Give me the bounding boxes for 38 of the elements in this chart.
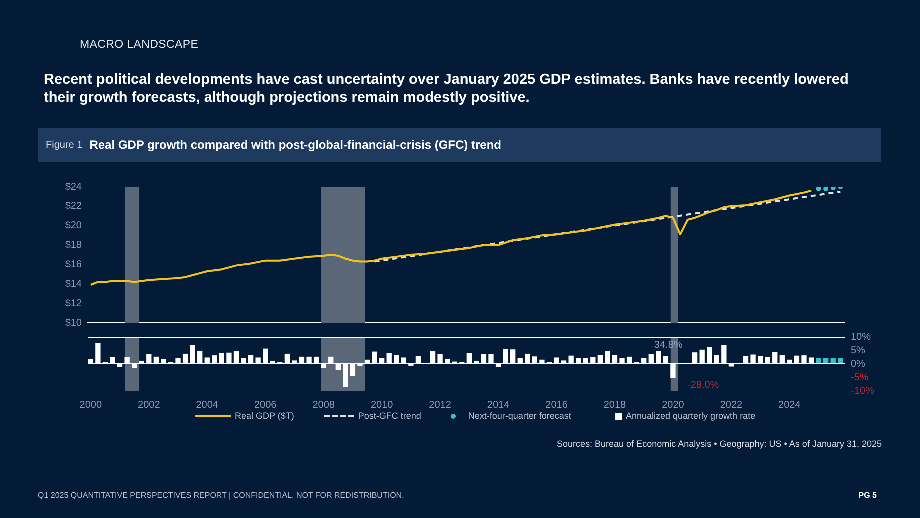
y-tick-label: $10 [65, 318, 82, 329]
x-tick-label: 2010 [370, 400, 394, 411]
y-tick-label: $22 [65, 201, 82, 212]
annotation: -28.0% [688, 380, 720, 391]
y2-tick-label: -5% [851, 372, 869, 384]
legend-label: Post-GFC trend [358, 411, 422, 421]
x-tick-label: 2016 [546, 400, 568, 411]
y2-tick-label: -10% [851, 386, 874, 397]
x-tick-label: 2006 [254, 400, 278, 411]
y2-tick-label: 0% [851, 358, 866, 370]
x-tick-label: 2000 [80, 400, 102, 411]
chart-title: Real GDP growth compared with post-global-financial-crisis (GFC) trend [90, 138, 502, 152]
y2-tick-label: 10% [851, 332, 872, 343]
y-tick-label: $12 [65, 298, 82, 310]
x-tick-label: 2018 [604, 400, 627, 411]
x-tick-label: 2008 [312, 400, 336, 411]
y-tick-label: $14 [65, 278, 82, 290]
chart-subtitle: Recent political developments have cast uncertainty over January 2025 GDP estimates. Banks have recently lowered their growth forecasts, although projections remain modestly positive. [44, 71, 850, 107]
text: PG 5 [858, 491, 877, 500]
y-tick-label: $16 [65, 259, 82, 270]
text: Q1 2025 QUANTITATIVE PERSPECTIVES REPORT | CONFIDENTIAL. NOT FOR REDISTRIBUTION. [38, 491, 404, 500]
y-tick-label: $18 [65, 240, 82, 252]
y-tick-label: $24 [65, 182, 82, 193]
source-note: Sources: Bureau of Economic Analysis • Geography: US • As of January 31, 2025 [557, 439, 882, 449]
x-tick-label: 2020 [662, 400, 685, 411]
legend-label: Real GDP ($T) [235, 411, 294, 421]
x-tick-label: 2022 [720, 400, 744, 411]
legend-label: Next-four-quarter forecast [468, 411, 572, 421]
x-tick-label: 2002 [138, 400, 161, 411]
x-tick-label: 2012 [429, 400, 452, 411]
x-tick-label: 2024 [778, 400, 802, 411]
legend-label: Annualized quarterly growth rate [626, 411, 756, 421]
text: MACRO LANDSCAPE [80, 39, 199, 51]
y2-tick-label: 5% [851, 345, 866, 356]
caption: Figure 1 [46, 140, 83, 150]
x-tick-label: 2014 [487, 400, 510, 411]
y-tick-label: $20 [65, 220, 82, 232]
x-tick-label: 2004 [196, 400, 219, 411]
